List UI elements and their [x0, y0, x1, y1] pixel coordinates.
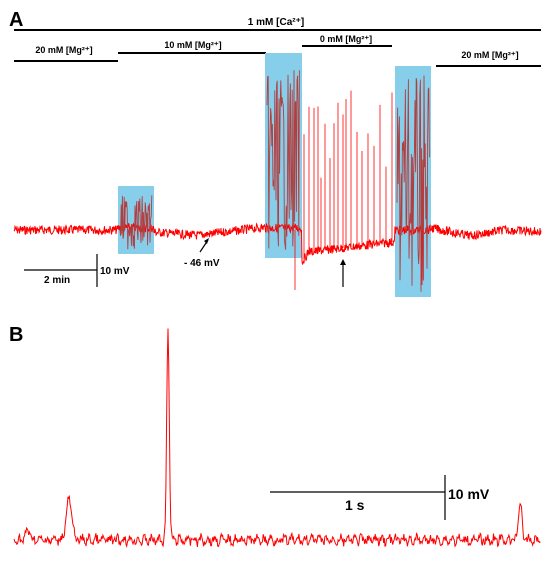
resting-arrow-head: [204, 238, 209, 244]
trace-a-burst-3: [396, 75, 430, 292]
mg-bar-label-3: 0 mM [Mg²⁺]: [320, 34, 372, 44]
scale-b-time: 1 s: [345, 497, 365, 513]
mg-bar-label-1: 20 mM [Mg²⁺]: [35, 45, 92, 55]
trace-a-burst-1: [119, 195, 153, 250]
mg-bar-label-4: 20 mM [Mg²⁺]: [461, 50, 518, 60]
trace-a-burst-2: [266, 70, 300, 250]
event-arrow-head: [340, 259, 346, 265]
mg-bar-label-2: 10 mM [Mg²⁺]: [164, 40, 221, 50]
trace-b: [13, 328, 541, 549]
resting-label: - 46 mV: [184, 258, 220, 269]
scale-a-time: 2 min: [44, 275, 70, 286]
panel-a-letter: A: [9, 9, 23, 31]
trace-b-line: [13, 328, 541, 549]
panel-b-letter: B: [9, 324, 23, 346]
scale-b-voltage: 10 mV: [448, 486, 490, 502]
calcium-label: 1 mM [Ca²⁺]: [248, 17, 304, 28]
scale-a-voltage: 10 mV: [100, 266, 130, 277]
trace-a: [13, 70, 542, 292]
